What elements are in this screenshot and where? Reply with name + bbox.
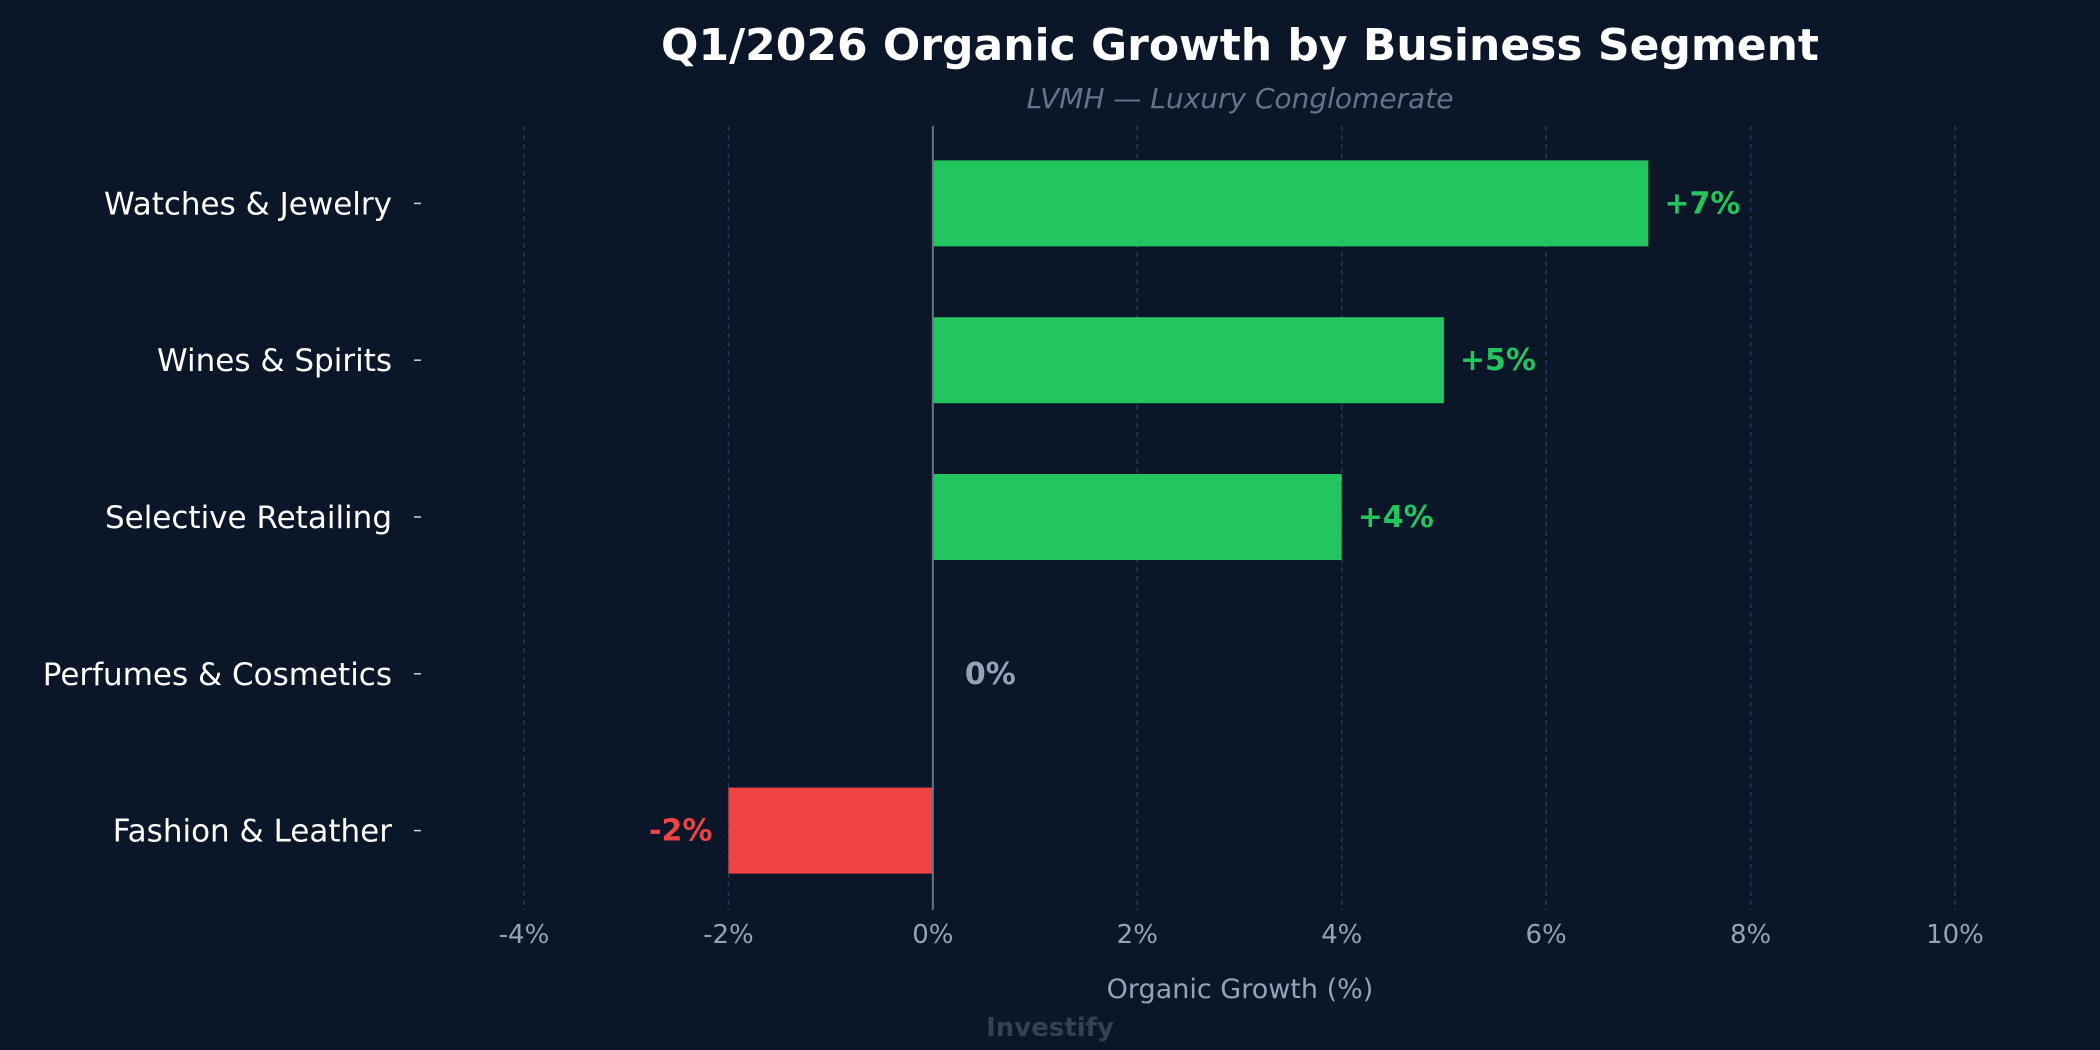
value-label: 0% (965, 657, 1016, 692)
bar (932, 317, 1444, 404)
x-tick-label: -4% (499, 920, 550, 950)
category-label: Perfumes & Cosmetics (43, 657, 392, 693)
category-label: Wines & Spirits (157, 343, 392, 379)
category-label: Fashion & Leather (113, 814, 393, 850)
x-tick-label: 0% (912, 920, 953, 950)
watermark-logo: Investify (986, 1013, 1114, 1043)
value-label: -2% (649, 814, 712, 849)
chart-subtitle: LVMH — Luxury Conglomerate (1027, 82, 1454, 115)
value-label: +7% (1664, 186, 1740, 221)
bar (932, 160, 1649, 247)
category-label: Selective Retailing (105, 500, 392, 536)
x-axis-label: Organic Growth (%) (1107, 974, 1374, 1005)
bar (728, 787, 933, 874)
value-labels: +7% +5% +4% 0% -2% (649, 186, 1740, 848)
value-label: +4% (1358, 500, 1434, 535)
category-label: Watches & Jewelry (104, 186, 392, 222)
value-label: +5% (1460, 343, 1536, 378)
category-labels: Watches & Jewelry Wines & Spirits Selectiv… (43, 186, 421, 850)
x-tick-label: 6% (1526, 920, 1567, 950)
x-tick-label: 8% (1730, 920, 1771, 950)
x-tick-label: 2% (1117, 920, 1158, 950)
chart-title: Q1/2026 Organic Growth by Business Segme… (661, 20, 1819, 71)
x-tick-label: -2% (703, 920, 754, 950)
x-tick-labels: -4% -2% 0% 2% 4% 6% 8% 10% (499, 920, 1984, 950)
bars (728, 160, 1649, 874)
bar (932, 474, 1342, 560)
x-tick-label: 4% (1321, 920, 1362, 950)
x-tick-label: 10% (1926, 920, 1984, 950)
